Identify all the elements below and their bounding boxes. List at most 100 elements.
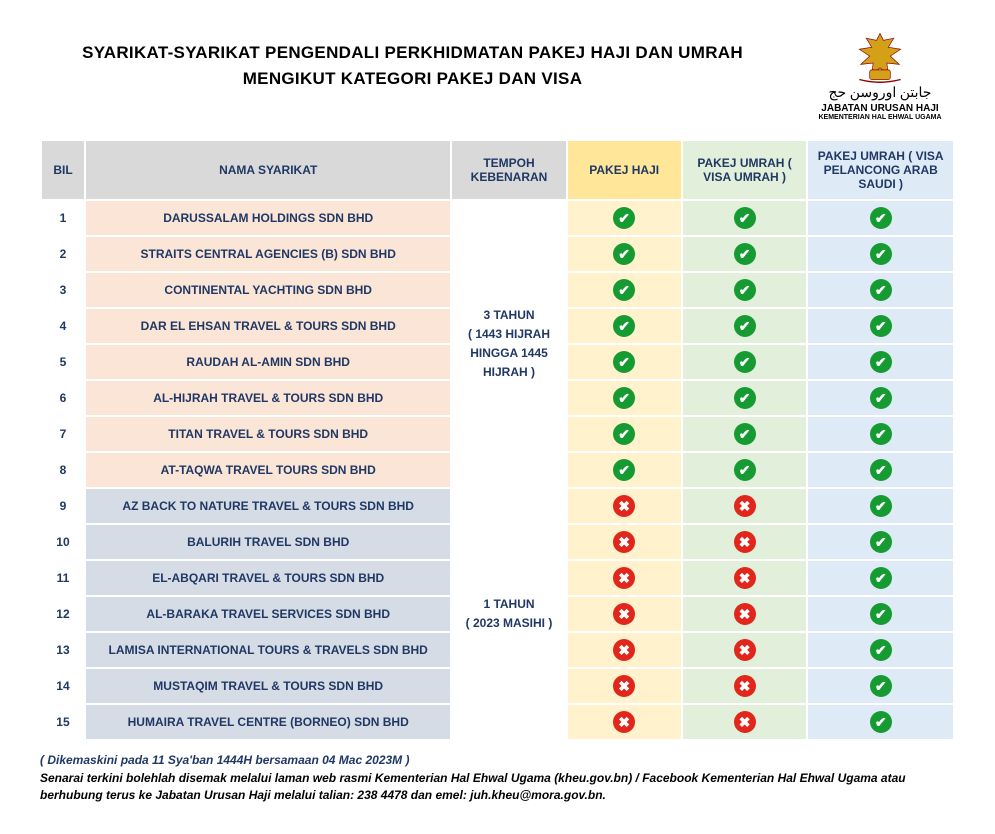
check-icon xyxy=(734,207,756,229)
check-icon xyxy=(734,387,756,409)
cell-vp xyxy=(807,236,954,272)
cell-company-name: CONTINENTAL YACHTING SDN BHD xyxy=(85,272,451,308)
cell-vp xyxy=(807,632,954,668)
cell-bil: 6 xyxy=(41,380,85,416)
check-icon xyxy=(870,531,892,553)
cell-haji xyxy=(567,524,682,560)
cell-vu xyxy=(682,380,808,416)
cell-haji xyxy=(567,344,682,380)
cell-company-name: TITAN TRAVEL & TOURS SDN BHD xyxy=(85,416,451,452)
check-icon xyxy=(734,243,756,265)
footer-block: ( Dikemaskini pada 11 Sya'ban 1444H bers… xyxy=(40,753,955,804)
cross-icon xyxy=(734,603,756,625)
cell-vp xyxy=(807,308,954,344)
cross-icon xyxy=(734,567,756,589)
cell-haji xyxy=(567,380,682,416)
cell-vu xyxy=(682,488,808,524)
cell-bil: 12 xyxy=(41,596,85,632)
check-icon xyxy=(613,351,635,373)
cell-company-name: AT-TAQWA TRAVEL TOURS SDN BHD xyxy=(85,452,451,488)
cell-vp xyxy=(807,560,954,596)
col-header-tempoh: TEMPOH KEBENARAN xyxy=(451,140,566,200)
check-icon xyxy=(870,639,892,661)
cross-icon xyxy=(734,531,756,553)
check-icon xyxy=(870,387,892,409)
companies-table: BIL NAMA SYARIKAT TEMPOH KEBENARAN PAKEJ… xyxy=(40,139,955,741)
cross-icon xyxy=(734,711,756,733)
check-icon xyxy=(870,459,892,481)
check-icon xyxy=(870,315,892,337)
cross-icon xyxy=(734,495,756,517)
cross-icon xyxy=(613,639,635,661)
cell-vp xyxy=(807,200,954,236)
check-icon xyxy=(613,459,635,481)
check-icon xyxy=(613,207,635,229)
page-title: SYARIKAT-SYARIKAT PENGENDALI PERKHIDMATA… xyxy=(40,40,785,91)
cell-bil: 11 xyxy=(41,560,85,596)
cell-vp xyxy=(807,416,954,452)
cell-haji xyxy=(567,704,682,740)
title-line-1: SYARIKAT-SYARIKAT PENGENDALI PERKHIDMATA… xyxy=(82,43,743,62)
check-icon xyxy=(870,567,892,589)
logo-arabic-text: جابتن اوروسن حج xyxy=(805,87,955,101)
cell-vu xyxy=(682,272,808,308)
cell-vu xyxy=(682,632,808,668)
cell-tempoh: 3 TAHUN( 1443 HIJRAHHINGGA 1445HIJRAH ) xyxy=(451,200,566,488)
check-icon xyxy=(734,423,756,445)
cell-bil: 7 xyxy=(41,416,85,452)
cell-vu xyxy=(682,416,808,452)
check-icon xyxy=(870,423,892,445)
cell-vu xyxy=(682,452,808,488)
cell-haji xyxy=(567,416,682,452)
cell-vu xyxy=(682,560,808,596)
cell-vu xyxy=(682,200,808,236)
footer-note: Senarai terkini bolehlah disemak melalui… xyxy=(40,770,955,804)
cell-haji xyxy=(567,272,682,308)
cell-vp xyxy=(807,452,954,488)
cell-haji xyxy=(567,488,682,524)
check-icon xyxy=(734,459,756,481)
col-header-haji: PAKEJ HAJI xyxy=(567,140,682,200)
cell-bil: 1 xyxy=(41,200,85,236)
cell-bil: 15 xyxy=(41,704,85,740)
cell-vp xyxy=(807,524,954,560)
title-line-2: MENGIKUT KATEGORI PAKEJ DAN VISA xyxy=(243,69,583,88)
check-icon xyxy=(734,279,756,301)
cell-company-name: AL-HIJRAH TRAVEL & TOURS SDN BHD xyxy=(85,380,451,416)
cell-company-name: EL-ABQARI TRAVEL & TOURS SDN BHD xyxy=(85,560,451,596)
check-icon xyxy=(870,351,892,373)
check-icon xyxy=(613,315,635,337)
cell-bil: 3 xyxy=(41,272,85,308)
cell-company-name: MUSTAQIM TRAVEL & TOURS SDN BHD xyxy=(85,668,451,704)
cross-icon xyxy=(613,567,635,589)
logo-dept-2: KEMENTERIAN HAL EHWAL UGAMA xyxy=(805,114,955,121)
cell-vp xyxy=(807,488,954,524)
check-icon xyxy=(870,495,892,517)
cell-bil: 9 xyxy=(41,488,85,524)
cell-vu xyxy=(682,344,808,380)
cell-bil: 13 xyxy=(41,632,85,668)
cell-vp xyxy=(807,272,954,308)
cell-company-name: LAMISA INTERNATIONAL TOURS & TRAVELS SDN… xyxy=(85,632,451,668)
col-header-name: NAMA SYARIKAT xyxy=(85,140,451,200)
crest-icon xyxy=(845,30,915,85)
cell-vp xyxy=(807,596,954,632)
cross-icon xyxy=(734,675,756,697)
cell-vu xyxy=(682,524,808,560)
cell-vp xyxy=(807,704,954,740)
cell-vu xyxy=(682,704,808,740)
cell-bil: 5 xyxy=(41,344,85,380)
cross-icon xyxy=(734,639,756,661)
cell-company-name: HUMAIRA TRAVEL CENTRE (BORNEO) SDN BHD xyxy=(85,704,451,740)
check-icon xyxy=(870,711,892,733)
cross-icon xyxy=(613,711,635,733)
cell-haji xyxy=(567,236,682,272)
logo-dept-1: JABATAN URUSAN HAJI xyxy=(805,103,955,114)
check-icon xyxy=(613,279,635,301)
cell-haji xyxy=(567,596,682,632)
col-header-bil: BIL xyxy=(41,140,85,200)
cell-company-name: RAUDAH AL-AMIN SDN BHD xyxy=(85,344,451,380)
cell-bil: 10 xyxy=(41,524,85,560)
cell-vp xyxy=(807,344,954,380)
cross-icon xyxy=(613,603,635,625)
